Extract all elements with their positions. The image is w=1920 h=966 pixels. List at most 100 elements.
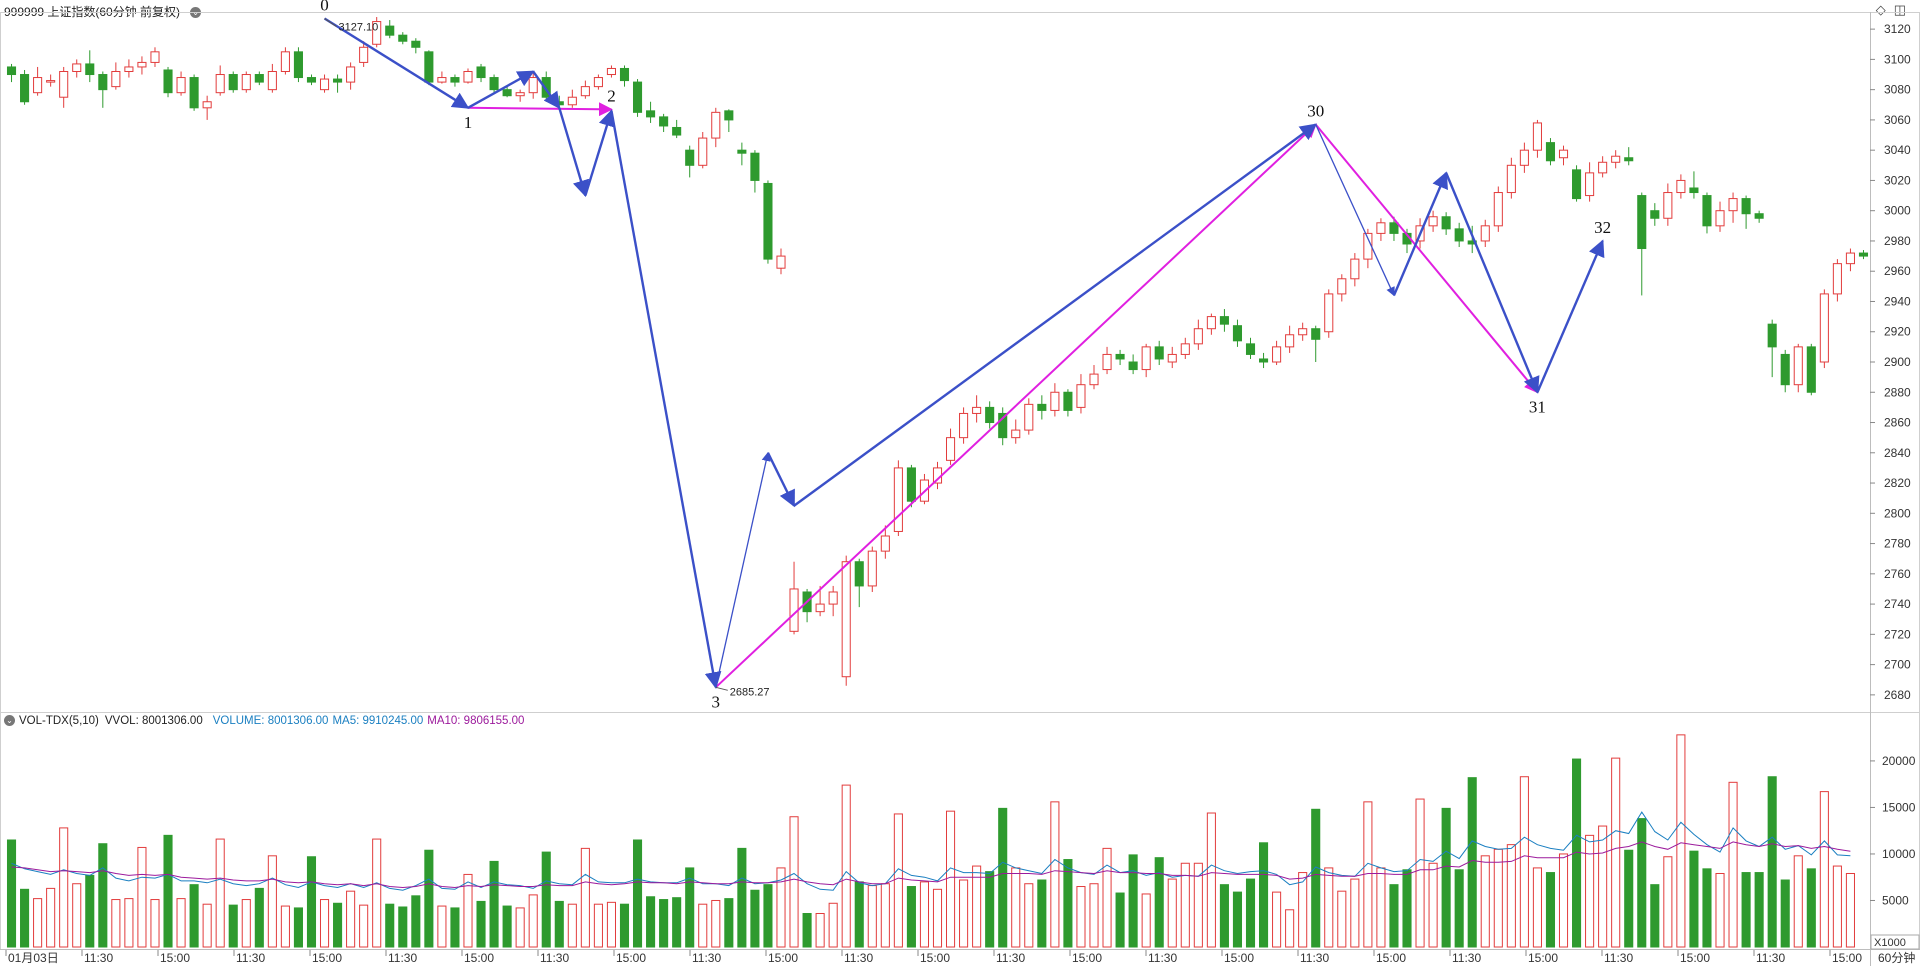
candle-up — [33, 77, 43, 94]
volume-bar-up — [346, 890, 356, 948]
candle-down — [254, 74, 264, 83]
volume-tick-label: 5000 — [1882, 893, 1909, 907]
time-tick-label: 11:30 — [1300, 951, 1329, 965]
candle-up — [150, 51, 160, 63]
candle-down — [1063, 391, 1073, 411]
candle-down — [685, 149, 695, 166]
volume-bar-up — [1102, 847, 1112, 948]
candle-up — [828, 591, 838, 605]
time-tick-label: 11:30 — [996, 951, 1025, 965]
time-tick-label: 15:00 — [160, 951, 190, 965]
volume-bar-up — [1793, 855, 1803, 948]
time-tick-label: 15:00 — [616, 951, 646, 965]
volume-bar-down — [1063, 859, 1073, 948]
candle-up — [945, 437, 956, 461]
volume-bar-up — [1480, 855, 1490, 948]
volume-bar-up — [1050, 801, 1060, 948]
candle-down — [1637, 195, 1647, 250]
volume-bar-down — [1232, 891, 1243, 948]
volume-bar-up — [698, 903, 708, 948]
volume-bar-up — [72, 883, 82, 948]
candle-down — [1858, 252, 1869, 257]
volume-bar-up — [1663, 856, 1673, 948]
ma10-line — [11, 841, 1851, 889]
volume-bar-up — [1532, 867, 1542, 948]
volume-bar-down — [672, 897, 682, 948]
time-tick-label: 01月03日 — [8, 951, 59, 965]
volume-tick-label: 20000 — [1882, 754, 1916, 768]
wave-label: 3 — [712, 692, 721, 711]
volume-bar-up — [1715, 872, 1725, 948]
candle-down — [1441, 216, 1451, 230]
volume-bar-up — [124, 898, 134, 948]
volume-bar-down — [85, 874, 95, 948]
volume-bar-down — [906, 886, 916, 948]
volume-bar-up — [1832, 865, 1842, 948]
volume-bar-up — [528, 894, 538, 948]
volume-bar-up — [932, 888, 943, 948]
candle-up — [776, 255, 786, 269]
diamond-icon[interactable]: ◇ — [1875, 2, 1886, 17]
candle-up — [1206, 316, 1216, 330]
volume-bar-down — [502, 905, 512, 948]
time-tick-label: 11:30 — [84, 951, 113, 965]
volume-bar-down — [802, 913, 812, 948]
candle-up — [202, 101, 212, 109]
candle-up — [1167, 353, 1177, 363]
blue-wave-segment — [323, 17, 470, 109]
magenta-wave-segment — [715, 123, 1317, 689]
candle-up — [1819, 293, 1829, 363]
volume-bar-down — [411, 895, 421, 948]
candle-up — [959, 412, 969, 439]
candle-down — [1780, 353, 1790, 386]
panel-toggle-icon[interactable]: ◫ — [1893, 2, 1906, 17]
candle-down — [1311, 328, 1321, 340]
price-tick-label: 2700 — [1884, 658, 1911, 672]
candle-up — [463, 70, 473, 83]
volume-bar-up — [59, 827, 69, 948]
volume-bar-down — [1402, 869, 1412, 948]
volume-bar-down — [163, 834, 173, 948]
candle-up — [1141, 346, 1151, 371]
volume-bar-up — [1011, 867, 1021, 948]
candle-up — [46, 80, 56, 83]
volume-bar-up — [959, 879, 969, 948]
candle-up — [137, 61, 147, 68]
ma5-line — [11, 811, 1851, 891]
candle-up — [437, 77, 447, 83]
candle-up — [176, 77, 186, 94]
volume-bar-down — [1037, 879, 1047, 948]
time-tick-label: 11:30 — [1756, 951, 1785, 965]
ma10-value: MA10: 9806155.00 — [427, 715, 525, 727]
candle-up — [124, 66, 134, 72]
volume-bar-up — [789, 816, 799, 948]
candle-up — [1558, 149, 1569, 159]
price-tick-label: 3000 — [1884, 204, 1911, 218]
time-tick-label: 11:30 — [692, 951, 721, 965]
candle-down — [306, 77, 317, 83]
candle-down — [750, 152, 760, 181]
candle-up — [1102, 353, 1112, 371]
candle-down — [1754, 213, 1764, 219]
candle-down — [398, 34, 408, 42]
volume-bar-up — [711, 899, 721, 948]
volume-bar-up — [1519, 776, 1529, 948]
candle-up — [867, 550, 877, 587]
time-tick-label: 15:00 — [1528, 951, 1558, 965]
volume-bar-up — [1298, 872, 1308, 948]
candle-up — [1076, 384, 1086, 408]
price-tick-label: 3020 — [1884, 173, 1911, 187]
candle-down — [1624, 157, 1634, 162]
candle-down — [20, 74, 30, 103]
volume-bar-down — [1545, 872, 1556, 948]
wave-label: 30 — [1307, 101, 1324, 120]
volume-menu-chevron-icon[interactable]: ⌄ — [4, 715, 15, 727]
price-tick-label: 3120 — [1884, 22, 1911, 36]
candle-down — [1037, 403, 1047, 411]
candle-down — [1767, 323, 1777, 348]
volume-bar-down — [1311, 808, 1321, 948]
candle-down — [450, 77, 460, 83]
volume-bar-up — [1428, 862, 1438, 948]
candle-up — [267, 70, 277, 91]
